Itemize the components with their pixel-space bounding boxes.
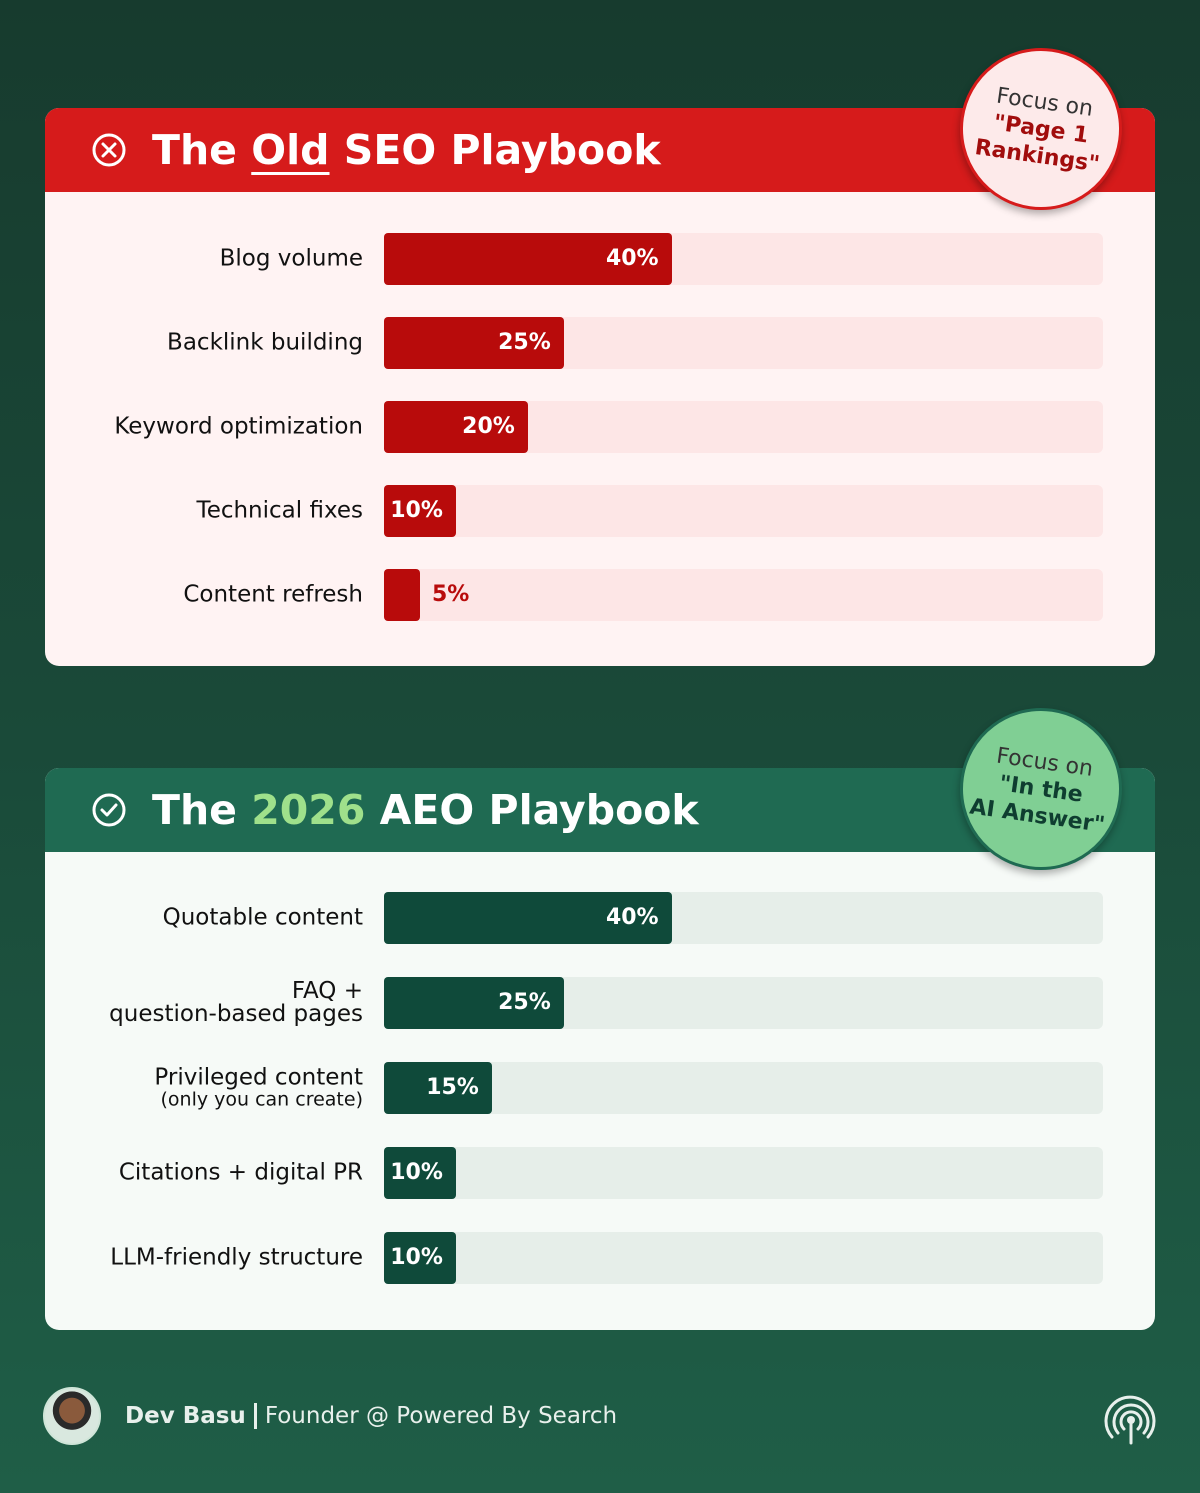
bar bbox=[384, 1062, 492, 1114]
category-label: Quotable content bbox=[162, 904, 363, 931]
bar bbox=[384, 1147, 456, 1199]
title-segment: 2026 bbox=[251, 786, 366, 834]
value-label: 20% bbox=[462, 414, 515, 439]
bar-track: 40% bbox=[384, 892, 1103, 944]
bar bbox=[384, 401, 528, 453]
card-title: The Old SEO Playbook bbox=[152, 126, 661, 174]
value-label: 5% bbox=[431, 582, 470, 607]
bar bbox=[384, 1232, 456, 1284]
category-label: Keyword optimization bbox=[114, 413, 363, 440]
bar-track: 25% bbox=[384, 977, 1103, 1029]
bar bbox=[384, 569, 420, 621]
value-label: 25% bbox=[498, 990, 551, 1015]
category-label: LLM-friendly structure bbox=[110, 1244, 363, 1271]
bar-track: 5% bbox=[384, 569, 1103, 621]
title-segment: The bbox=[152, 786, 252, 834]
value-label: 10% bbox=[390, 1160, 443, 1185]
bar bbox=[384, 977, 564, 1029]
bar-track: 40% bbox=[384, 233, 1103, 285]
focus-badge: Focus on "In the AI Answer" bbox=[949, 697, 1133, 881]
title-segment: AEO Playbook bbox=[365, 786, 699, 834]
title-segment: SEO Playbook bbox=[329, 126, 661, 174]
author-role: Founder @ Powered By Search bbox=[264, 1403, 618, 1429]
category-label: FAQ + question-based pages bbox=[109, 978, 363, 1027]
author-name: Dev Basu bbox=[125, 1403, 246, 1429]
category-label: Privileged content (only you can create) bbox=[43, 1066, 364, 1111]
value-label: 10% bbox=[390, 498, 443, 523]
category-label: Technical fixes bbox=[196, 497, 363, 524]
bar-track: 10% bbox=[384, 1232, 1103, 1284]
category-label: Citations + digital PR bbox=[118, 1159, 363, 1186]
bar-track: 10% bbox=[384, 485, 1103, 537]
separator bbox=[253, 1403, 257, 1429]
category-label: Content refresh bbox=[183, 581, 363, 608]
title-segment: The bbox=[152, 126, 252, 174]
header-icon bbox=[92, 133, 126, 167]
footer: Dev Basu Founder @ Powered By Search bbox=[43, 1387, 618, 1445]
bar-track: 20% bbox=[384, 401, 1103, 453]
value-label: 40% bbox=[605, 246, 659, 271]
value-label: 25% bbox=[498, 330, 551, 355]
title-segment: Old bbox=[251, 126, 330, 174]
logo bbox=[1104, 1395, 1156, 1445]
bar-track: 25% bbox=[384, 317, 1103, 369]
value-label: 40% bbox=[605, 905, 659, 930]
bar bbox=[384, 892, 672, 944]
bar-track: 10% bbox=[384, 1147, 1103, 1199]
category-label: Backlink building bbox=[167, 329, 363, 356]
bar bbox=[384, 317, 564, 369]
chart-card: The 2026 AEO Playbook Focus on "In the AI A… bbox=[43, 697, 1155, 1330]
avatar bbox=[43, 1387, 101, 1445]
bar bbox=[384, 233, 672, 285]
header-icon bbox=[92, 793, 126, 827]
value-label: 15% bbox=[426, 1075, 479, 1100]
category-label: Blog volume bbox=[219, 245, 363, 272]
category-note: (only you can create) bbox=[160, 1088, 364, 1111]
value-label: 10% bbox=[390, 1245, 443, 1270]
bar-track: 15% bbox=[384, 1062, 1103, 1114]
focus-badge: Focus on "Page 1 Rankings" bbox=[949, 37, 1133, 221]
card-title: The 2026 AEO Playbook bbox=[152, 786, 699, 834]
bar bbox=[384, 485, 456, 537]
chart-card: The Old SEO Playbook Focus on "Page 1 Ranki… bbox=[45, 37, 1155, 666]
